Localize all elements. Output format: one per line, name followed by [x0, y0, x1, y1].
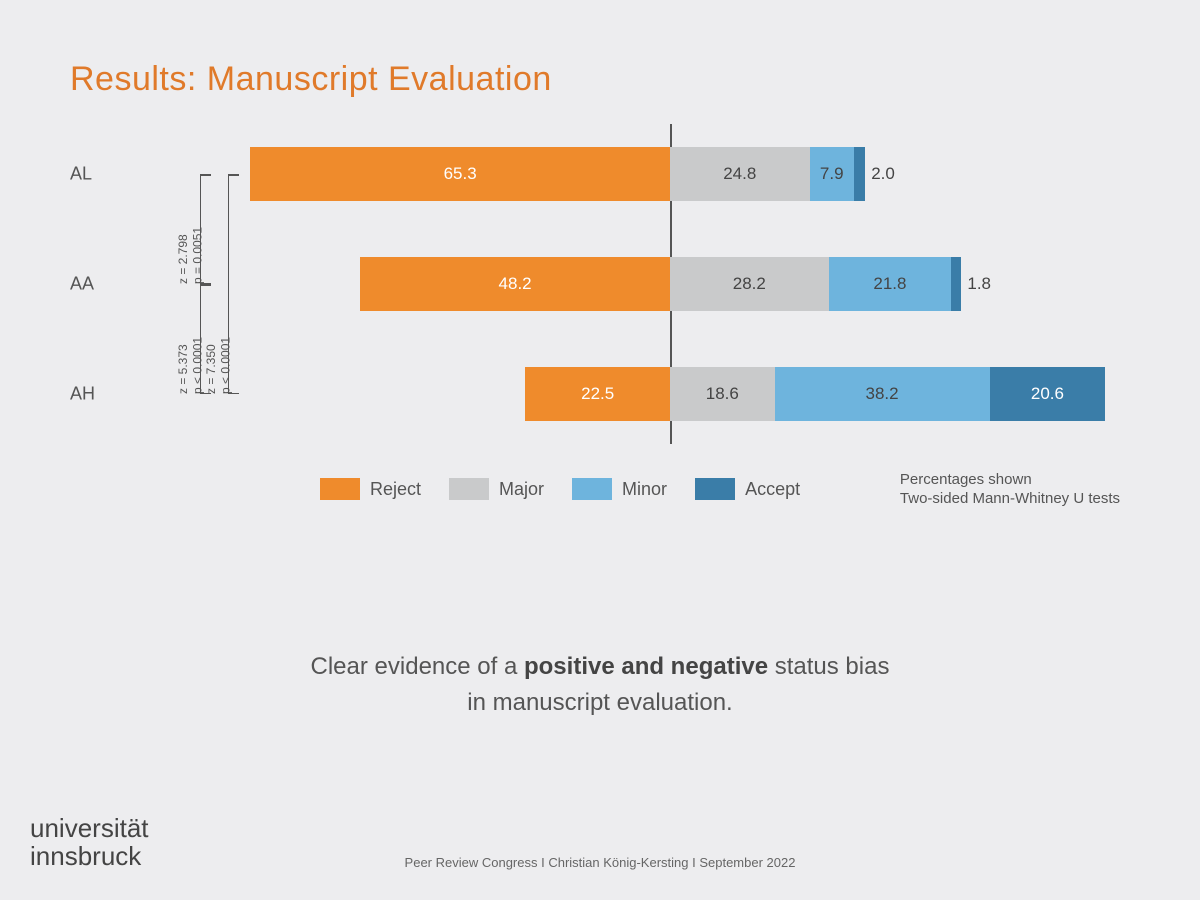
conclusion-text: Clear evidence of a positive and negativ… [70, 649, 1130, 721]
chart-row: AL65.324.87.92.0 [100, 139, 1120, 209]
legend-label: Major [499, 479, 544, 500]
uni-line1: universität [30, 813, 149, 843]
conclusion-pre: Clear evidence of a [311, 653, 524, 680]
legend-label: Accept [745, 479, 800, 500]
legend-item-accept: Accept [695, 478, 800, 500]
bar-track: 65.324.87.92.0 [220, 147, 1120, 201]
conclusion-post: status bias [768, 653, 889, 680]
chart-row: AA48.228.221.81.8 [100, 249, 1120, 319]
footer-center: Peer Review Congress I Christian König-K… [405, 855, 796, 870]
chart-legend: Reject Major Minor Accept Percentages shownT… [100, 459, 1120, 519]
stat-brackets: z = 7.350p < 0.0001z = 2.798p = 0.0051z … [150, 139, 220, 509]
legend-item-major: Major [449, 478, 544, 500]
segment-accept-value: 1.8 [961, 257, 1011, 311]
segment-major: 28.2 [670, 257, 829, 311]
segment-minor: 7.9 [810, 147, 854, 201]
legend-swatch [695, 478, 735, 500]
segment-accept [854, 147, 865, 201]
row-label: AH [70, 384, 110, 405]
segment-accept [951, 257, 961, 311]
segment-minor: 21.8 [829, 257, 952, 311]
bar-track: 48.228.221.81.8 [220, 257, 1120, 311]
legend-swatch [572, 478, 612, 500]
legend-note: Percentages shownTwo-sided Mann-Whitney … [900, 470, 1120, 509]
segment-minor: 38.2 [775, 367, 990, 421]
segment-reject: 22.5 [525, 367, 670, 421]
university-logo-text: universität innsbruck [30, 815, 149, 870]
slide-title: Results: Manuscript Evaluation [70, 60, 1130, 99]
row-label: AL [70, 164, 110, 185]
manuscript-eval-chart: AL65.324.87.92.0 AA48.228.221.81.8 AH22.51… [100, 139, 1120, 509]
segment-reject: 48.2 [360, 257, 670, 311]
stat-bracket-label: z = 2.798p = 0.0051 [176, 174, 205, 284]
bar-track: 22.518.638.220.6 [220, 367, 1120, 421]
segment-accept-value: 2.0 [865, 147, 915, 201]
legend-label: Reject [370, 479, 421, 500]
slide: Results: Manuscript Evaluation AL65.324.… [0, 0, 1200, 900]
segment-major: 24.8 [670, 147, 810, 201]
segment-major: 18.6 [670, 367, 775, 421]
segment-accept: 20.6 [990, 367, 1106, 421]
row-label: AA [70, 274, 110, 295]
legend-item-reject: Reject [320, 478, 421, 500]
chart-row: AH22.518.638.220.6 [100, 359, 1120, 429]
legend-item-minor: Minor [572, 478, 667, 500]
uni-line2: innsbruck [30, 841, 141, 871]
conclusion-line2: in manuscript evaluation. [467, 689, 732, 716]
segment-reject: 65.3 [250, 147, 670, 201]
conclusion-bold: positive and negative [524, 653, 768, 680]
slide-footer: universität innsbruck Peer Review Congre… [0, 815, 1200, 870]
stat-bracket-label: z = 5.373p < 0.0001 [176, 284, 205, 394]
legend-swatch [320, 478, 360, 500]
legend-swatch [449, 478, 489, 500]
legend-label: Minor [622, 479, 667, 500]
